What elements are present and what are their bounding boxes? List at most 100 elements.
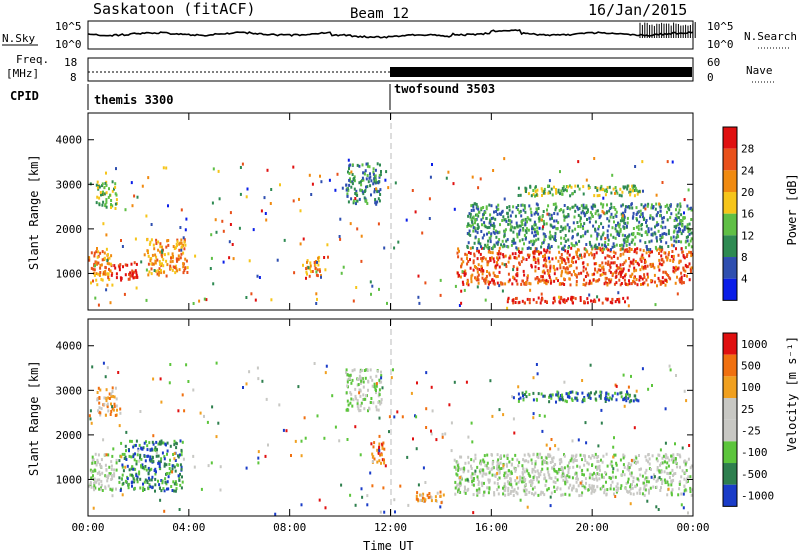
echo-cell — [674, 457, 677, 461]
echo-cell — [680, 475, 683, 479]
echo-cell — [623, 473, 626, 477]
echo-cell — [471, 472, 474, 476]
echo-cell — [346, 192, 349, 196]
echo-cell — [531, 231, 534, 235]
echo-cell — [579, 225, 582, 229]
echo-cell — [459, 476, 462, 479]
echo-cell — [258, 276, 261, 279]
echo-cell — [349, 373, 352, 377]
echo-cell — [349, 493, 352, 497]
echo-cell — [483, 460, 486, 464]
echo-cell — [608, 263, 611, 267]
echo-cell — [171, 470, 174, 474]
echo-cell — [318, 268, 321, 272]
echo-cell — [507, 280, 510, 284]
echo-cell — [108, 187, 110, 191]
echo-cell — [582, 283, 585, 286]
echo-cell — [393, 246, 396, 250]
echo-cell — [383, 510, 386, 514]
echo-cell — [624, 185, 627, 189]
echo-cell — [639, 239, 642, 243]
echo-cell — [252, 228, 255, 232]
echo-cell — [495, 205, 498, 209]
echo-cell — [641, 160, 644, 164]
echo-cell — [672, 453, 675, 457]
echo-cell — [473, 477, 475, 480]
echo-cell — [91, 365, 94, 369]
echo-cell — [92, 267, 95, 271]
echo-cell — [499, 252, 502, 256]
echo-cell — [645, 230, 647, 234]
echo-cell — [595, 279, 598, 283]
echo-cell — [489, 258, 492, 262]
noise-tick-high-right: 10^5 — [707, 20, 734, 33]
echo-cell — [634, 260, 637, 263]
echo-cell — [583, 222, 586, 226]
echo-cell — [464, 491, 467, 495]
echo-cell — [664, 205, 667, 208]
echo-cell — [672, 258, 675, 262]
echo-cell — [635, 213, 638, 216]
echo-cell — [625, 283, 628, 286]
echo-cell — [534, 462, 537, 466]
echo-cell — [591, 246, 594, 250]
echo-cell — [456, 251, 459, 255]
echo-cell — [176, 269, 179, 273]
echo-cell — [633, 269, 636, 273]
echo-cell — [596, 232, 599, 236]
echo-cell — [553, 272, 556, 276]
echo-cell — [187, 380, 190, 383]
echo-cell — [567, 250, 569, 254]
echo-cell — [315, 273, 318, 277]
echo-cell — [146, 481, 149, 484]
echo-cell — [660, 239, 663, 243]
echo-cell — [165, 245, 168, 249]
echo-cell — [530, 194, 533, 198]
echo-cell — [686, 223, 689, 227]
echo-cell — [510, 220, 513, 224]
echo-cell — [622, 470, 624, 474]
echo-cell — [541, 227, 544, 231]
echo-cell — [591, 464, 593, 467]
echo-cell — [517, 399, 520, 403]
echo-cell — [160, 269, 162, 272]
echo-cell — [378, 442, 381, 446]
echo-cell — [686, 239, 689, 243]
echo-cell — [507, 260, 510, 264]
echo-cell — [380, 170, 382, 173]
echo-cell — [519, 224, 522, 228]
echo-cell — [523, 459, 526, 463]
echo-cell — [656, 211, 659, 215]
echo-cell — [95, 480, 98, 484]
echo-cell — [534, 491, 537, 495]
echo-cell — [125, 430, 128, 434]
echo-cell — [579, 299, 582, 302]
echo-cell — [579, 253, 581, 257]
echo-cell — [617, 299, 620, 303]
echo-cell — [466, 282, 468, 286]
echo-cell — [537, 261, 540, 265]
echo-cell — [150, 267, 153, 271]
echo-cell — [665, 232, 668, 236]
echo-cell — [659, 248, 662, 252]
echo-cell — [313, 362, 316, 365]
echo-cell — [353, 179, 356, 183]
echo-cell — [497, 485, 500, 489]
echo-cell — [530, 265, 533, 269]
echo-cell — [600, 473, 603, 477]
echo-cell — [542, 278, 545, 282]
echo-cell — [614, 495, 617, 498]
echo-cell — [610, 248, 612, 251]
echo-cell — [586, 210, 589, 214]
echo-cell — [326, 243, 329, 247]
echo-cell — [474, 469, 477, 473]
echo-cell — [474, 229, 477, 233]
echo-cell — [574, 396, 577, 400]
echo-cell — [482, 458, 485, 462]
echo-cell — [361, 377, 364, 381]
echo-cell — [133, 478, 136, 482]
echo-cell — [563, 277, 565, 281]
echo-cell — [551, 457, 554, 461]
echo-cell — [147, 254, 150, 258]
echo-cell — [573, 215, 576, 219]
